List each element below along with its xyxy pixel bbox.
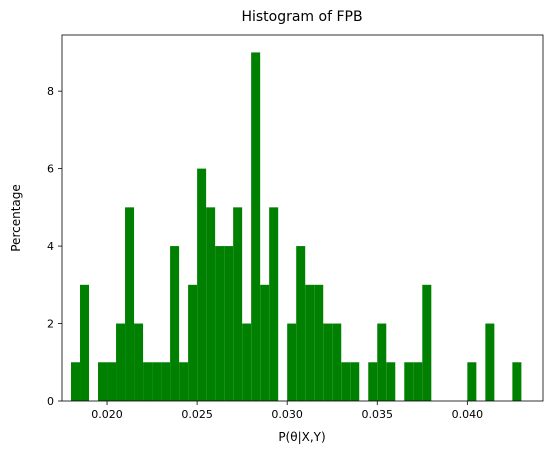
x-axis-label: P(θ|X,Y) — [278, 430, 325, 444]
bar — [80, 284, 90, 401]
bar — [350, 362, 360, 401]
x-tick-label: 0.040 — [452, 408, 484, 421]
bar — [161, 362, 171, 401]
bar — [206, 207, 216, 401]
bar — [368, 362, 378, 401]
y-tick-label: 2 — [47, 318, 54, 331]
y-tick-label: 4 — [47, 240, 54, 253]
bar — [188, 284, 198, 401]
bar — [179, 362, 189, 401]
bar — [287, 323, 297, 401]
y-axis-label: Percentage — [9, 184, 23, 252]
bar — [116, 323, 126, 401]
bar — [242, 323, 252, 401]
bar — [386, 362, 396, 401]
bar — [152, 362, 162, 401]
bar — [233, 207, 243, 401]
bar — [305, 284, 315, 401]
bar — [485, 323, 495, 401]
bar — [125, 207, 135, 401]
y-tick-label: 8 — [47, 85, 54, 98]
bar — [404, 362, 414, 401]
bar — [314, 284, 324, 401]
x-tick-label: 0.025 — [181, 408, 213, 421]
bar — [224, 246, 234, 401]
bar — [215, 246, 225, 401]
bar — [71, 362, 81, 401]
y-tick-label: 0 — [47, 395, 54, 408]
bar — [323, 323, 333, 401]
bar — [269, 207, 279, 401]
bar — [98, 362, 108, 401]
bar — [143, 362, 153, 401]
y-tick-label: 6 — [47, 163, 54, 176]
bar — [332, 323, 342, 401]
bar — [197, 168, 207, 401]
bar — [512, 362, 522, 401]
bar — [422, 284, 432, 401]
bar — [107, 362, 117, 401]
x-tick-label: 0.020 — [91, 408, 123, 421]
axes-frame — [61, 34, 544, 402]
bar — [467, 362, 477, 401]
bar — [341, 362, 351, 401]
bar — [170, 246, 180, 401]
bar — [296, 246, 306, 401]
bar — [134, 323, 144, 401]
x-tick-label: 0.035 — [362, 408, 394, 421]
bar — [413, 362, 423, 401]
plot-area — [71, 52, 522, 402]
chart-title: Histogram of FPB — [241, 9, 362, 25]
bar — [377, 323, 387, 401]
bar — [251, 52, 261, 402]
x-tick-label: 0.030 — [271, 408, 303, 421]
bar — [260, 284, 270, 401]
